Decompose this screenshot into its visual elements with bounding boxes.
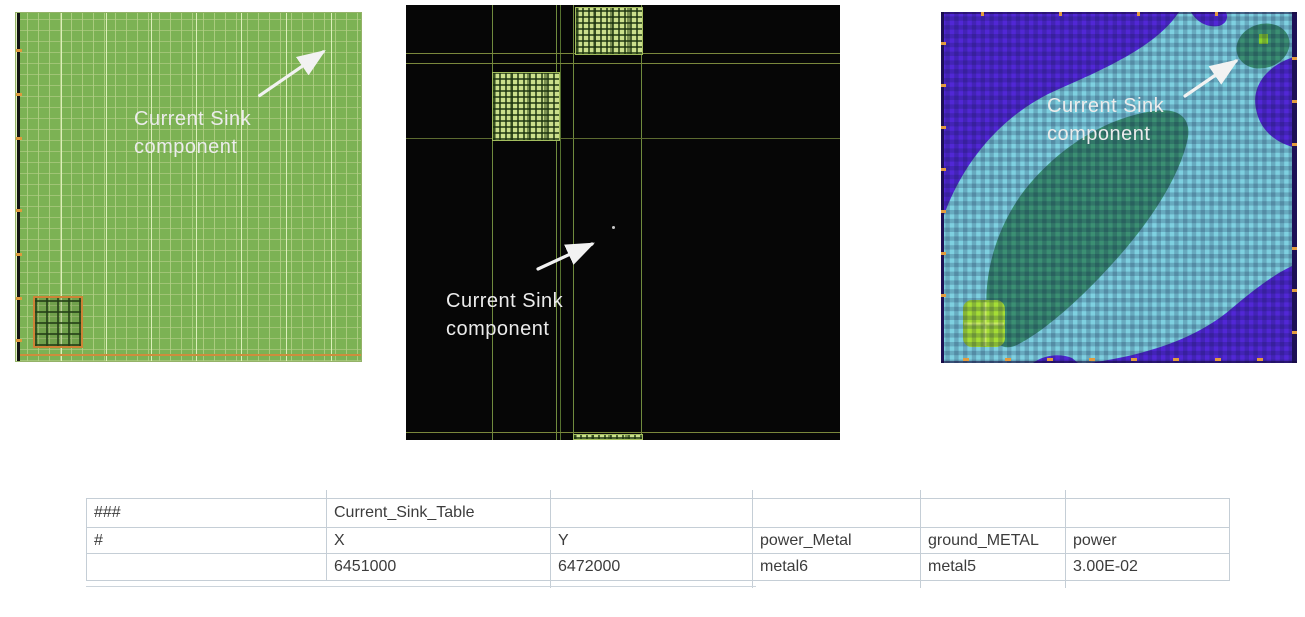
- chip-border: [941, 12, 944, 363]
- schematic-grid-line: [556, 5, 557, 440]
- gridline-stub: [550, 490, 551, 498]
- tick-mark: [16, 49, 22, 52]
- layout-bottom-edge-line: [20, 354, 361, 356]
- tick-mark: [16, 297, 22, 300]
- power-grid-layout-view: Current Sink component: [15, 12, 362, 362]
- macro-block: [575, 7, 643, 55]
- heatmap-image: [941, 12, 1297, 363]
- table-cell: [550, 498, 753, 528]
- table-cell: power_Metal: [752, 527, 921, 554]
- table-cell: 6472000: [550, 553, 753, 581]
- macro-block: [573, 434, 643, 440]
- tick-mark: [16, 209, 22, 212]
- table-cell: metal6: [752, 553, 921, 581]
- annotation-arrow: [1183, 59, 1239, 98]
- current-sink-component-region: [33, 296, 83, 348]
- current-sink-table: ### Current_Sink_Table # X Y power_Metal…: [86, 490, 1230, 588]
- chip-border: [941, 12, 1297, 14]
- schematic-grid-line: [492, 5, 493, 440]
- annotation-line-2: component: [134, 136, 238, 158]
- annotation-line-2: component: [446, 318, 550, 340]
- current-sink-component-dot: [612, 226, 615, 229]
- table-cell: #: [86, 527, 327, 554]
- tick-mark: [16, 253, 22, 256]
- ir-drop-heatmap-view: Current Sink component: [941, 12, 1297, 363]
- annotation-label: Current Sink component: [134, 105, 251, 161]
- gridline-stub: [752, 490, 753, 498]
- table-cell: ground_METAL: [920, 527, 1066, 554]
- schematic-grid-line: [406, 432, 840, 433]
- gridline-stub: [326, 490, 327, 498]
- heatmap-grid-overlay: [941, 12, 1297, 363]
- chip-border: [941, 361, 1297, 363]
- table-row: 6451000 6472000 metal6 metal5 3.00E-02: [86, 553, 1230, 581]
- table-cell: Y: [550, 527, 753, 554]
- tick-mark: [16, 339, 22, 342]
- table-cell: X: [326, 527, 551, 554]
- annotation-line-1: Current Sink: [134, 108, 252, 130]
- table-cell: power: [1065, 527, 1230, 554]
- gridline-stub: [550, 581, 551, 588]
- schematic-view: Current Sink component: [406, 5, 840, 440]
- gridline-stub: [1065, 490, 1066, 498]
- table-cell: ###: [86, 498, 327, 528]
- annotation-label: Current Sink component: [446, 287, 563, 343]
- chip-border: [1292, 12, 1297, 363]
- schematic-grid-line: [573, 5, 574, 440]
- table-cell: Current_Sink_Table: [326, 498, 551, 528]
- annotation-arrow: [536, 242, 595, 271]
- schematic-grid-line: [406, 63, 840, 64]
- layout-left-edge-line: [17, 13, 20, 361]
- annotation-line-1: Current Sink: [446, 290, 564, 312]
- table-row: # X Y power_Metal ground_METAL power: [86, 527, 1230, 554]
- tick-mark: [16, 137, 22, 140]
- tick-mark: [16, 93, 22, 96]
- schematic-grid-line: [560, 5, 561, 440]
- schematic-grid-line: [406, 138, 840, 139]
- table-cell: [920, 498, 1066, 528]
- gridline-stub: [1065, 581, 1066, 588]
- spreadsheet: ### Current_Sink_Table # X Y power_Metal…: [86, 498, 1230, 581]
- table-cell: 6451000: [326, 553, 551, 581]
- gridline-stub: [920, 490, 921, 498]
- table-cell: [86, 553, 327, 581]
- table-cell: metal5: [920, 553, 1066, 581]
- gridline-stub: [752, 581, 753, 588]
- tick-marks: [941, 12, 1297, 361]
- annotation-line-2: component: [1047, 123, 1151, 145]
- annotation-label: Current Sink component: [1047, 92, 1164, 148]
- schematic-grid-line: [641, 5, 642, 440]
- table-cell: [1065, 498, 1230, 528]
- table-row: ### Current_Sink_Table: [86, 498, 1230, 528]
- table-cell: [752, 498, 921, 528]
- macro-block: [492, 72, 560, 141]
- gridline-stub: [920, 581, 921, 588]
- annotation-line-1: Current Sink: [1047, 95, 1165, 117]
- table-cell: 3.00E-02: [1065, 553, 1230, 581]
- gridline-stub: [86, 586, 756, 587]
